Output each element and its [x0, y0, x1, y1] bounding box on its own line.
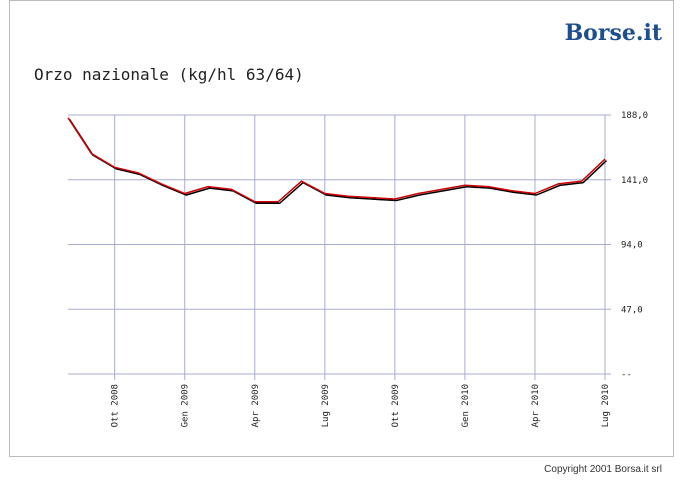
x-tick-label: Apr 2009 [251, 384, 261, 427]
copyright: Copyright 2001 Borsa.it srl [544, 464, 662, 475]
x-tick-label: Gen 2009 [181, 384, 191, 427]
x-tick-label: Gen 2010 [461, 384, 471, 427]
x-tick-label: Lug 2009 [321, 384, 331, 427]
y-tick-label: 94,0 [621, 241, 643, 251]
y-tick-label: 47,0 [621, 305, 643, 315]
chart-title: Orzo nazionale (kg/hl 63/64) [34, 65, 304, 84]
frame [9, 0, 674, 457]
y-tick-label: 188,0 [621, 111, 648, 121]
y-tick-label: 141,0 [621, 176, 648, 186]
x-tick-label: Ott 2009 [391, 384, 401, 427]
x-tick-label: Ott 2008 [111, 384, 121, 427]
line [67, 117, 606, 203]
y-tick-label: -- [621, 370, 632, 380]
x-tick-label: Lug 2010 [601, 384, 611, 427]
x-tick-label: Apr 2010 [531, 384, 541, 427]
logo: Borse.it [565, 20, 663, 46]
